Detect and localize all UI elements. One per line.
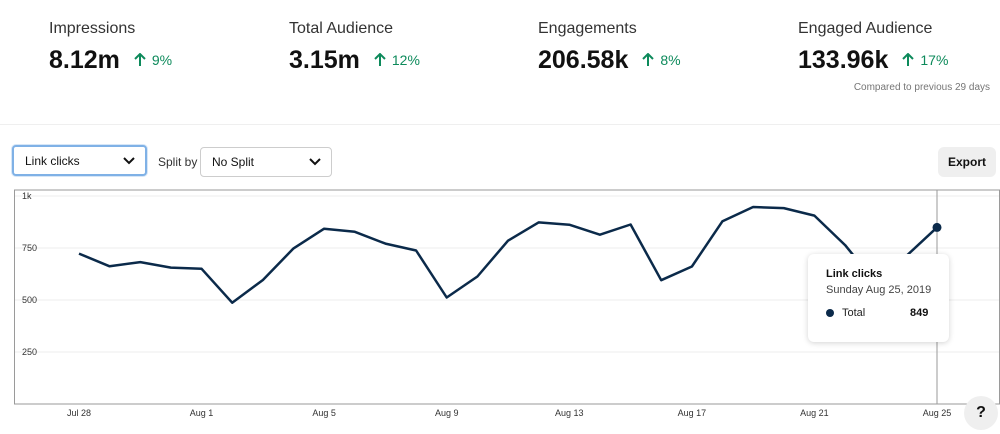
arrow-up-icon [642, 53, 655, 66]
x-tick-label: Aug 13 [555, 408, 584, 418]
metric-label: Impressions [49, 20, 136, 37]
tooltip-title: Link clicks [826, 268, 883, 280]
metric-change: 17% [902, 52, 948, 68]
x-tick-label: Aug 25 [923, 408, 952, 418]
highlight-point[interactable] [932, 222, 942, 232]
metric-engaged-audience: Engaged Audience 133.96k 17% [798, 18, 948, 76]
x-tick-label: Aug 1 [190, 408, 214, 418]
metric-change-value: 12% [391, 52, 420, 68]
split-select-value: No Split [212, 155, 255, 169]
split-by-label: Split by [158, 155, 198, 169]
compare-note: Compared to previous 29 days [853, 82, 990, 93]
tooltip-series: Total [842, 307, 866, 319]
metric-change: 12% [374, 52, 420, 68]
x-tick-label: Aug 9 [435, 408, 459, 418]
series-line-total [78, 205, 938, 304]
x-tick-label: Aug 21 [800, 408, 829, 418]
metric-value: 133.96k [798, 46, 889, 74]
metric-change: 9% [134, 52, 172, 68]
arrow-up-icon [374, 53, 386, 66]
arrow-up-icon [134, 53, 146, 66]
y-tick-label: 500 [22, 295, 37, 305]
x-tick-label: Jul 28 [67, 408, 91, 418]
metric-change-value: 9% [151, 52, 173, 68]
section-divider [0, 124, 1000, 125]
arrow-up-icon [902, 53, 915, 66]
metric-change: 8% [642, 52, 681, 68]
tooltip-date: Sunday Aug 25, 2019 [826, 284, 932, 296]
metric-impressions: Impressions 8.12m 9% [49, 18, 172, 76]
y-tick-label: 750 [22, 243, 37, 253]
x-tick-label: Aug 5 [312, 408, 336, 418]
metric-label: Engaged Audience [798, 20, 933, 37]
chevron-down-icon [309, 158, 321, 166]
series-swatch [826, 309, 834, 317]
metric-label: Total Audience [289, 20, 394, 37]
metric-value: 8.12m [49, 46, 120, 74]
split-select[interactable]: No Split [200, 147, 332, 177]
y-tick-label: 250 [22, 347, 37, 357]
chart-tooltip: Link clicks Sunday Aug 25, 2019 Total 84… [808, 254, 949, 342]
help-button[interactable]: ? [964, 396, 998, 430]
metric-change-value: 8% [660, 52, 681, 68]
metric-select-value: Link clicks [25, 153, 80, 168]
x-tick-label: Aug 17 [678, 408, 707, 418]
metric-label: Engagements [538, 20, 637, 37]
tooltip-value: 849 [910, 307, 929, 319]
metric-value: 206.58k [538, 46, 629, 74]
metric-select[interactable]: Link clicks [12, 145, 147, 176]
metric-total-audience: Total Audience 3.15m 12% [289, 18, 420, 76]
metric-change-value: 17% [920, 52, 949, 68]
y-tick-label: 1k [22, 191, 32, 201]
export-button[interactable]: Export [938, 147, 996, 177]
metric-engagements: Engagements 206.58k 8% [538, 18, 681, 76]
metric-value: 3.15m [289, 46, 360, 74]
chevron-down-icon [123, 157, 135, 165]
